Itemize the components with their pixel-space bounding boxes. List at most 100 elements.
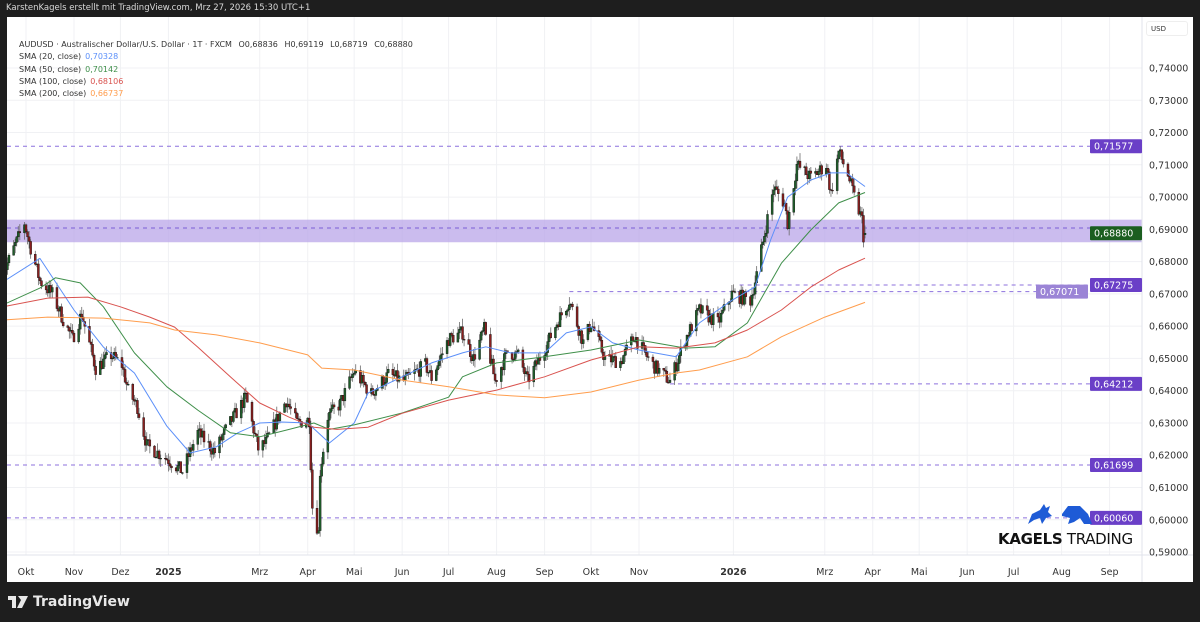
candle bbox=[452, 329, 455, 345]
candle bbox=[523, 362, 526, 381]
candle-body bbox=[343, 388, 347, 402]
footer-bar: TradingView bbox=[0, 582, 1200, 622]
candle bbox=[829, 188, 833, 197]
tradingview-logo[interactable]: TradingView bbox=[8, 594, 130, 610]
candle-body bbox=[730, 290, 734, 302]
candle-body bbox=[72, 332, 76, 343]
candle bbox=[862, 208, 865, 248]
candle-body bbox=[852, 185, 856, 193]
level-price-label-bg bbox=[1036, 284, 1088, 299]
candle-body bbox=[571, 303, 574, 307]
candle-body bbox=[89, 341, 93, 345]
candle-body bbox=[374, 390, 378, 396]
x-tick-label: Jul bbox=[442, 567, 454, 578]
candle bbox=[450, 331, 453, 338]
candle bbox=[252, 419, 255, 439]
x-tick-label: Dez bbox=[111, 567, 129, 578]
candle bbox=[136, 398, 139, 419]
candle bbox=[656, 360, 659, 378]
candle bbox=[38, 276, 42, 285]
price-chart[interactable]: 0,74000 0,73000 0,72000 0,71000 0,70000 0,690… bbox=[7, 17, 1193, 582]
candle-body bbox=[510, 352, 514, 360]
candle-body bbox=[642, 342, 645, 346]
candle-body bbox=[351, 374, 354, 378]
candle-body bbox=[252, 421, 255, 434]
candle-body bbox=[804, 166, 808, 175]
candle-body bbox=[695, 310, 698, 332]
candle-body bbox=[253, 432, 257, 435]
candle bbox=[544, 344, 548, 361]
candle bbox=[332, 402, 336, 414]
candle bbox=[461, 318, 464, 344]
sma-legend-100[interactable]: SMA (100, close) 0,68106 bbox=[19, 76, 413, 88]
candle bbox=[565, 310, 568, 319]
candle bbox=[88, 318, 91, 343]
candle bbox=[513, 350, 517, 362]
candle-body bbox=[7, 254, 11, 264]
candle bbox=[772, 184, 775, 203]
candle bbox=[826, 164, 830, 175]
candle bbox=[673, 360, 676, 385]
candle bbox=[441, 346, 444, 363]
candle bbox=[145, 432, 148, 451]
candle-body bbox=[808, 170, 811, 179]
candle bbox=[72, 331, 76, 343]
candle bbox=[91, 338, 94, 358]
candle-body bbox=[673, 362, 676, 381]
candle bbox=[343, 383, 347, 408]
candle bbox=[571, 301, 574, 311]
candle bbox=[804, 162, 808, 175]
candle bbox=[61, 314, 65, 328]
candle bbox=[154, 456, 158, 459]
x-tick-label: Mai bbox=[911, 567, 928, 578]
currency-button[interactable]: USD bbox=[1146, 21, 1188, 36]
sma-legend-20[interactable]: SMA (20, close) 0,70328 bbox=[19, 51, 413, 63]
candle-body bbox=[34, 253, 37, 265]
candle-body bbox=[224, 424, 227, 429]
candle bbox=[798, 153, 802, 170]
candle bbox=[246, 392, 249, 403]
candle-body bbox=[202, 430, 206, 443]
candle-body bbox=[772, 189, 775, 195]
candle-body bbox=[716, 313, 720, 318]
candle bbox=[37, 258, 40, 286]
candle bbox=[176, 460, 179, 475]
candle bbox=[157, 449, 161, 465]
candle bbox=[105, 346, 108, 359]
candle-body bbox=[123, 369, 127, 383]
candle bbox=[264, 430, 268, 450]
y-tick-label: 0,71000 bbox=[1149, 160, 1188, 171]
kagels-trading-logo: KAGELS TRADING bbox=[996, 500, 1136, 550]
candle-body bbox=[721, 310, 724, 314]
candle bbox=[142, 412, 145, 440]
candle-body bbox=[148, 439, 152, 447]
candle-body bbox=[436, 365, 439, 371]
candle bbox=[317, 527, 320, 534]
chart-panel[interactable]: 0,74000 0,73000 0,72000 0,71000 0,70000 0,690… bbox=[7, 17, 1193, 582]
candle bbox=[137, 407, 141, 420]
candle-body bbox=[722, 304, 726, 311]
sma-legend-50[interactable]: SMA (50, close) 0,70142 bbox=[19, 64, 413, 76]
sma-legend-200[interactable]: SMA (200, close) 0,66737 bbox=[19, 88, 413, 100]
candle bbox=[787, 206, 791, 236]
candle-body bbox=[322, 451, 325, 465]
candle bbox=[582, 334, 585, 349]
candle bbox=[17, 225, 20, 243]
candle bbox=[842, 151, 845, 168]
candle-body bbox=[712, 313, 715, 325]
candle bbox=[770, 189, 774, 222]
candle-body bbox=[109, 352, 113, 360]
candle-body bbox=[761, 241, 765, 245]
candle bbox=[510, 351, 514, 364]
candle-body bbox=[12, 245, 15, 256]
candle bbox=[7, 253, 11, 266]
x-tick-label: Jul bbox=[1007, 567, 1019, 578]
candle-body bbox=[458, 329, 461, 334]
candle bbox=[730, 284, 734, 303]
candle-body bbox=[102, 358, 105, 369]
x-tick-label: Aug bbox=[487, 567, 506, 578]
candle-body bbox=[131, 384, 135, 400]
last-price-label: 0,68880 bbox=[1094, 229, 1133, 240]
candle bbox=[34, 250, 37, 266]
candle bbox=[712, 308, 715, 332]
